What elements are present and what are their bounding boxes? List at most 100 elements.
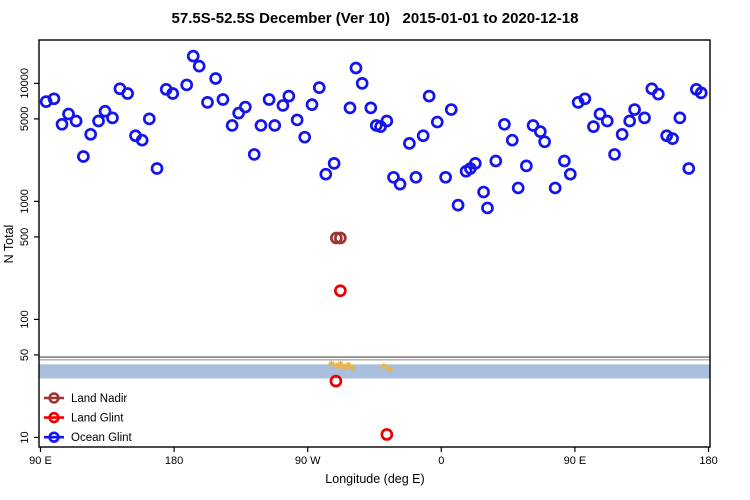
ocean-glint-point [69,114,83,128]
orange-asterisk-mark [337,361,344,367]
orange-asterisk-mark [328,361,335,367]
ocean-glint-point [451,198,465,212]
ocean-glint-point [98,104,112,118]
land-glint-point [329,374,343,388]
ocean-glint-point [290,113,304,127]
x-tick-label: 90 E [29,455,52,467]
ocean-glint-point [106,111,119,125]
x-tick-label: 90 W [295,455,321,467]
ocean-glint-point [238,100,252,114]
ocean-glint-point [593,107,607,121]
ocean-glint-point [628,103,641,116]
ocean-glint-point [623,114,637,128]
ocean-glint-point [77,150,90,163]
ocean-glint-point [268,119,282,132]
ocean-glint-point [247,148,261,161]
ocean-glint-point [673,111,687,125]
land-glint-point [380,428,394,441]
ocean-glint-point [615,127,629,141]
ocean-glint-point [468,157,482,170]
x-tick-label: 180 [699,455,717,467]
ocean-glint-point [192,59,206,73]
y-tick-label: 50 [19,349,31,361]
ocean-glint-point [319,167,333,181]
ocean-glint-point [180,78,194,92]
legend-label-land-nadir: Land Nadir [71,393,127,405]
ocean-glint-point [694,86,708,100]
orange-asterisk-mark [345,362,352,368]
ocean-glint-point [276,99,290,112]
ocean-glint-point [489,154,503,168]
highlight-band [39,364,710,379]
orange-asterisk-mark [349,364,356,371]
ocean-glint-point [558,154,571,168]
ocean-glint-point [548,181,562,195]
ocean-glint-point [538,135,551,149]
ocean-glint-point [563,167,577,181]
ocean-glint-point [142,112,156,126]
ocean-glint-point [62,107,75,121]
ocean-glint-point [327,157,341,170]
plot-border [38,39,711,448]
ocean-glint-point [387,170,400,184]
ocean-glint-point [511,181,525,195]
ocean-glint-point [262,93,276,106]
ocean-glint-point [135,133,149,147]
ocean-glint-point [533,125,547,138]
ocean-glint-point [608,148,621,161]
ocean-glint-point [526,119,540,132]
y-tick-label: 5000 [19,107,31,131]
x-tick-label: 0 [438,455,444,467]
ocean-glint-point [166,87,180,100]
ocean-glint-point [403,137,416,150]
legend-marker [48,411,60,424]
legend-marker [48,392,60,404]
ocean-glint-point [298,130,312,144]
x-tick-label: 180 [165,455,183,467]
ocean-glint-point [439,170,452,184]
ocean-glint-point [477,185,490,199]
x-tick-label: 90 E [564,455,587,467]
ocean-glint-point [55,117,69,131]
ocean-glint-point [186,49,200,63]
ocean-glint-point [666,132,679,146]
orange-asterisk-mark [381,363,387,370]
ocean-glint-point [520,159,533,173]
y-tick-label: 500 [19,228,31,246]
y-tick-label: 10000 [19,68,31,99]
ocean-glint-point [343,101,357,115]
ocean-glint-point [587,120,600,133]
ocean-glint-point [430,115,444,129]
ocean-glint-point [150,162,164,175]
ocean-glint-point [444,103,458,116]
legend-label-land-glint: Land Glint [71,413,124,425]
ocean-glint-point [225,119,239,132]
y-tick-label: 1000 [19,189,31,213]
ocean-glint-point [578,92,592,106]
chart-title: 57.5S-52.5S December (Ver 10) 2015-01-01… [171,10,579,27]
ocean-glint-point [364,101,378,115]
y-tick-label: 10 [19,431,31,443]
orange-asterisk-mark [386,366,393,372]
ocean-glint-point [682,162,696,175]
ocean-glint-point [498,117,511,131]
legend-label-ocean-glint: Ocean Glint [71,432,133,444]
ocean-glint-point [505,133,519,147]
ocean-glint-point [409,170,423,184]
ocean-glint-point [481,201,494,215]
ocean-glint-point [349,61,363,75]
ocean-glint-point [416,129,430,143]
ocean-glint-point [600,114,614,128]
ocean-glint-point [393,177,407,191]
ocean-glint-point [638,111,651,125]
ocean-glint-point [312,81,326,94]
land-glint-point [334,284,347,298]
ocean-glint-point [121,87,134,100]
y-tick-label: 100 [19,310,31,328]
ocean-glint-point [201,96,214,109]
ocean-glint-point [254,119,268,132]
ocean-glint-point [651,87,665,101]
ocean-glint-point [216,93,230,106]
